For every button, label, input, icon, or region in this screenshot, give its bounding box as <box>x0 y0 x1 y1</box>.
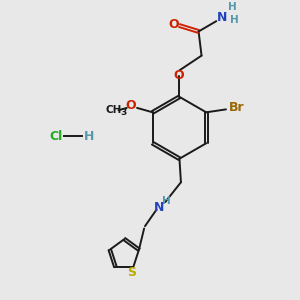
Text: Br: Br <box>229 101 244 114</box>
Text: O: O <box>125 99 136 112</box>
Text: O: O <box>168 18 179 31</box>
Text: O: O <box>174 69 184 82</box>
Text: H: H <box>228 2 237 12</box>
Text: 3: 3 <box>121 107 127 116</box>
Text: H: H <box>161 196 170 206</box>
Text: S: S <box>128 266 136 279</box>
Text: N: N <box>154 201 164 214</box>
Text: Cl: Cl <box>49 130 62 143</box>
Text: H: H <box>230 15 239 25</box>
Text: N: N <box>216 11 227 24</box>
Text: H: H <box>83 130 94 143</box>
Text: CH: CH <box>105 105 122 115</box>
